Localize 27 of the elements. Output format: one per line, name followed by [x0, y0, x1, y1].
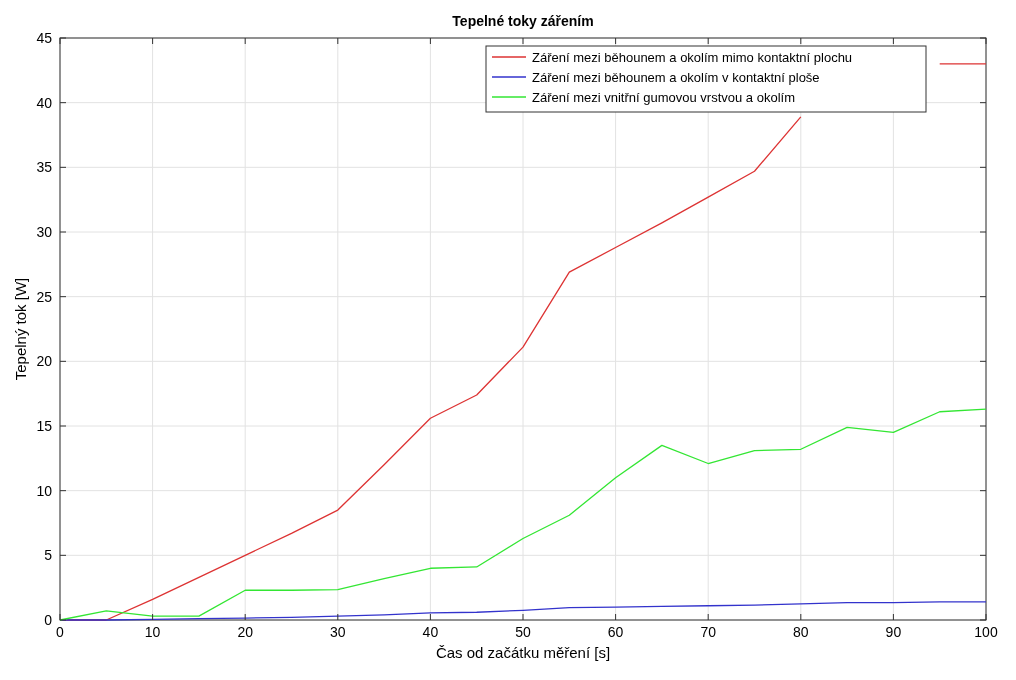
legend-label: Záření mezi vnitřní gumovou vrstvou a okolím	[532, 90, 795, 105]
y-tick-label: 5	[44, 547, 53, 564]
x-tick-label: 60	[607, 624, 624, 640]
legend-label: Záření mezi běhounem a okolím v kontaktní ploše	[532, 70, 820, 85]
y-tick-label: 25	[36, 288, 53, 305]
y-tick-label: 10	[36, 482, 53, 499]
y-tick-label: 0	[44, 611, 53, 628]
x-axis-title: Čas od začátku měření [s]	[435, 644, 611, 661]
y-tick-label: 35	[36, 159, 53, 176]
x-tick-label: 80	[793, 624, 809, 640]
x-tick-label: 90	[885, 624, 902, 640]
y-tick-label: 45	[36, 29, 53, 46]
y-tick-label: 30	[36, 223, 53, 240]
x-tick-label: 20	[237, 624, 254, 640]
x-tick-label: 70	[700, 624, 717, 640]
x-tick-label: 10	[144, 624, 161, 640]
chart-title: Tepelné toky zářením	[452, 13, 594, 29]
x-tick-label: 100	[974, 624, 998, 640]
x-tick-label: 40	[422, 624, 439, 640]
x-tick-label: 30	[330, 624, 346, 640]
x-tick-label: 50	[515, 624, 531, 640]
y-tick-label: 15	[36, 417, 53, 434]
y-tick-label: 20	[36, 353, 53, 370]
x-tick-label: 0	[56, 624, 65, 640]
y-tick-label: 40	[36, 94, 53, 111]
y-axis-title: Tepelný tok [W]	[12, 277, 29, 381]
legend-label: Záření mezi běhounem a okolím mimo kontaktní plochu	[532, 50, 853, 65]
